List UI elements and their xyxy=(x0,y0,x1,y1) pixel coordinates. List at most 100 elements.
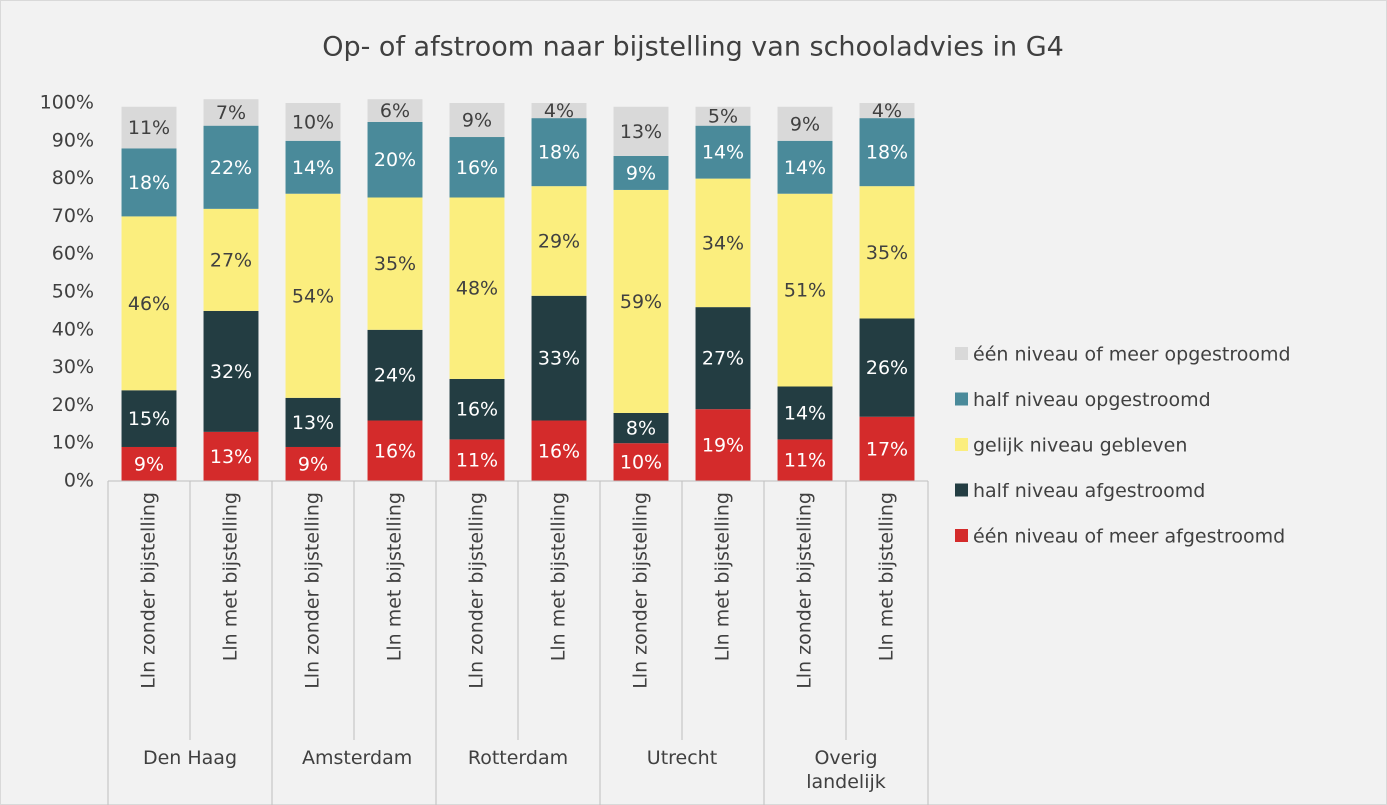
y-tick-label: 70% xyxy=(52,205,94,227)
legend-swatch xyxy=(955,529,968,542)
data-label: 9% xyxy=(626,162,656,184)
data-label: 10% xyxy=(292,111,334,133)
bar-segment xyxy=(777,386,833,440)
data-label: 9% xyxy=(298,453,328,475)
data-label: 29% xyxy=(538,230,580,252)
legend-label: gelijk niveau gebleven xyxy=(973,435,1187,457)
bar-segment xyxy=(613,412,669,444)
data-label: 11% xyxy=(128,117,170,139)
bar-segment xyxy=(121,446,177,481)
x-tick-label: Lln zonder bijstelling xyxy=(794,492,816,689)
data-label: 48% xyxy=(456,278,498,300)
bar-segment xyxy=(121,216,177,391)
group-label: Utrecht xyxy=(646,747,718,769)
y-tick-label: 60% xyxy=(52,243,94,265)
group-label: Rotterdam xyxy=(467,747,569,769)
y-tick-label: 100% xyxy=(40,92,94,114)
bar-segment xyxy=(531,103,587,119)
data-label: 13% xyxy=(620,121,662,143)
legend-label: half niveau afgestroomd xyxy=(973,480,1205,502)
data-label: 51% xyxy=(784,280,826,302)
data-label: 9% xyxy=(462,110,492,132)
data-label: 34% xyxy=(702,232,744,254)
bar-segment xyxy=(285,193,341,398)
bar-segment xyxy=(285,103,341,141)
bar-segment xyxy=(449,103,505,138)
data-label: 18% xyxy=(128,172,170,194)
bar-segment xyxy=(777,439,833,481)
x-tick-label: Lln met bijstelling xyxy=(548,492,570,661)
data-label: 10% xyxy=(620,452,662,474)
bar-segment xyxy=(367,420,423,481)
data-label: 26% xyxy=(866,357,908,379)
bar-segment xyxy=(285,397,341,447)
bar-segment xyxy=(121,390,177,447)
data-label: 24% xyxy=(374,365,416,387)
data-label: 6% xyxy=(380,100,410,122)
data-label: 20% xyxy=(374,149,416,171)
x-tick-label: Lln met bijstelling xyxy=(220,492,242,661)
bar-segment xyxy=(531,295,587,421)
y-tick-label: 80% xyxy=(52,167,94,189)
data-label: 5% xyxy=(708,106,738,128)
bar-segment xyxy=(531,420,587,481)
x-tick-label: Lln zonder bijstelling xyxy=(138,492,160,689)
bar-segment xyxy=(449,439,505,481)
data-label: 14% xyxy=(702,142,744,164)
bar-segment xyxy=(285,140,341,194)
bar-segment xyxy=(613,106,669,156)
x-tick-label: Lln zonder bijstelling xyxy=(466,492,488,689)
group-label: Den Haag xyxy=(142,747,238,769)
data-label: 19% xyxy=(702,435,744,457)
y-tick-label: 30% xyxy=(52,356,94,378)
bar-segment xyxy=(695,409,751,481)
data-label: 22% xyxy=(210,157,252,179)
legend-label: één niveau of meer opgestroomd xyxy=(973,344,1291,366)
bar-segment xyxy=(777,106,833,141)
data-label: 9% xyxy=(134,453,164,475)
bar-segment xyxy=(449,378,505,440)
data-label: 13% xyxy=(210,446,252,468)
bar-segment xyxy=(367,99,423,122)
y-tick-label: 20% xyxy=(52,394,94,416)
bar-segment xyxy=(203,125,259,209)
data-label: 16% xyxy=(538,440,580,462)
data-label: 35% xyxy=(866,242,908,264)
y-tick-label: 50% xyxy=(52,281,94,303)
data-label: 11% xyxy=(456,450,498,472)
bar-segment xyxy=(449,197,505,379)
data-label: 35% xyxy=(374,253,416,275)
bar-segment xyxy=(449,137,505,198)
legend-label: half niveau opgestroomd xyxy=(973,389,1211,411)
data-label: 16% xyxy=(456,157,498,179)
data-label: 17% xyxy=(866,438,908,460)
bar-segment xyxy=(859,103,915,119)
data-label: 14% xyxy=(784,402,826,424)
data-label: 27% xyxy=(210,249,252,271)
x-tick-label: Lln met bijstelling xyxy=(876,492,898,661)
data-label: 8% xyxy=(626,418,656,440)
bar-segment xyxy=(367,121,423,198)
bar-segment xyxy=(285,446,341,481)
bar-segment xyxy=(367,329,423,421)
x-tick-label: Lln met bijstelling xyxy=(712,492,734,661)
data-label: 4% xyxy=(872,100,902,122)
bar-segment xyxy=(777,193,833,387)
bar-segment xyxy=(695,307,751,410)
bar-segment xyxy=(613,189,669,413)
chart-title: Op- of afstroom naar bijstelling van sch… xyxy=(322,32,1064,63)
legend-swatch xyxy=(955,438,968,451)
bar-segment xyxy=(367,197,423,330)
bar-segment xyxy=(203,208,259,311)
data-label: 18% xyxy=(538,142,580,164)
bar-segment xyxy=(121,148,177,217)
data-label: 13% xyxy=(292,412,334,434)
data-label: 4% xyxy=(544,100,574,122)
bar-segment xyxy=(859,186,915,319)
group-label: Amsterdam xyxy=(302,747,413,769)
data-label: 32% xyxy=(210,361,252,383)
bar-segment xyxy=(695,106,751,126)
bar-segment xyxy=(203,99,259,126)
x-tick-label: Lln zonder bijstelling xyxy=(630,492,652,689)
